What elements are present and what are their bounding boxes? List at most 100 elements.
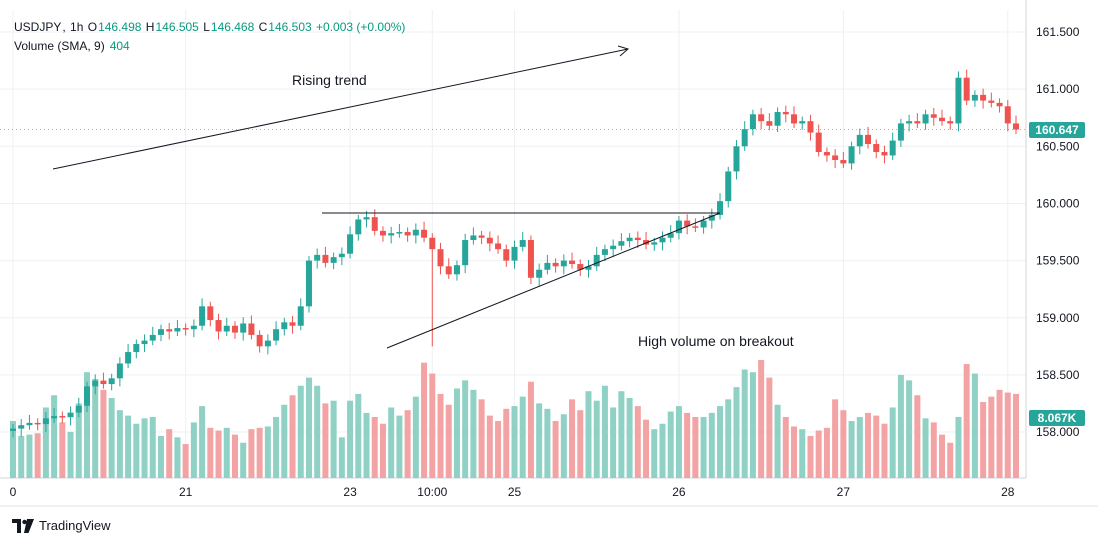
candle-body [873, 144, 880, 153]
volume-bar [749, 372, 756, 478]
candle-body [511, 246, 518, 261]
x-tick-label: 26 [672, 485, 686, 499]
candle-body [231, 325, 238, 333]
candle-body [930, 114, 937, 118]
volume-bar [59, 422, 66, 478]
volume-bar [396, 415, 403, 478]
candle-body [1013, 123, 1019, 130]
candle-body [782, 112, 789, 115]
volume-bar [799, 429, 806, 478]
candle-body [791, 114, 798, 124]
candle-body [897, 123, 904, 141]
candle-body [684, 220, 691, 227]
volume-bar [914, 395, 921, 478]
candle-body [840, 160, 847, 164]
candle-body [248, 323, 255, 335]
candle-body [83, 386, 90, 406]
volume-bar [823, 427, 830, 478]
volume-bar [412, 396, 419, 478]
candle-body [980, 94, 987, 101]
volume-bar [297, 385, 304, 478]
volume-bar [100, 389, 107, 478]
volume-bar [552, 421, 559, 478]
last-price-tag: 160.647 [1029, 122, 1085, 138]
interval[interactable]: 1h [70, 20, 84, 34]
candle-body [166, 329, 173, 332]
candle-body [774, 112, 781, 126]
volume-legend[interactable]: Volume (SMA, 9) 404 [14, 39, 131, 53]
x-tick-label: 27 [837, 485, 851, 499]
candle-body [141, 340, 148, 345]
volume-bar [371, 416, 378, 478]
candle-body [347, 234, 354, 254]
candle-body [26, 422, 33, 426]
volume-bar [511, 406, 518, 478]
candle-body [889, 140, 896, 156]
volume-bar [741, 369, 748, 478]
candle-body [659, 237, 666, 243]
volume-bar [92, 378, 99, 478]
candle-body [610, 245, 617, 250]
candle-body [988, 100, 995, 103]
candle-body [281, 322, 288, 330]
candle-body [363, 217, 370, 220]
volume-bar [971, 373, 978, 478]
candle-body [100, 380, 107, 385]
candle-body [388, 233, 395, 236]
volume-bar [544, 408, 551, 478]
candle-body [174, 328, 181, 332]
candle-body [955, 77, 962, 124]
candle-body [536, 269, 543, 278]
trend-arrow-line [52, 48, 629, 170]
volume-bar [963, 364, 970, 478]
y-tick-label: 161.000 [1036, 82, 1080, 96]
volume-bar [470, 389, 477, 478]
volume-bar [157, 435, 164, 478]
candle-body [116, 363, 123, 379]
candle-body [18, 425, 25, 429]
volume-bar [190, 422, 197, 478]
volume-bar [659, 423, 666, 478]
volume-bar [51, 395, 58, 478]
symbol-name[interactable]: USDJPY [14, 20, 62, 34]
volume-bar [503, 408, 510, 478]
candle-body [717, 201, 724, 215]
annotation-rising-trend[interactable]: Rising trend [292, 72, 367, 88]
candle-body [577, 264, 584, 270]
candle-body [758, 114, 765, 122]
candle-body [157, 329, 164, 335]
volume-bar [782, 416, 789, 478]
volume-bar [379, 423, 386, 478]
volume-bar [930, 422, 937, 478]
volume-bar [601, 385, 608, 478]
candle-body [379, 230, 386, 236]
volume-bar [766, 377, 773, 478]
triangle-support-line [386, 212, 721, 349]
volume-bar [634, 406, 641, 478]
candle-body [552, 262, 559, 267]
tradingview-label: TradingView [39, 518, 111, 533]
volume-bar [495, 421, 502, 478]
volume-bar [675, 406, 682, 478]
annotation-high-volume[interactable]: High volume on breakout [638, 333, 794, 349]
open-label: O [87, 20, 98, 34]
tradingview-branding[interactable]: TradingView [12, 518, 111, 533]
candle-body [92, 380, 99, 387]
volume-bar [980, 402, 987, 478]
volume-bar [922, 418, 929, 478]
volume-bar [536, 403, 543, 478]
x-tick-label: 0 [10, 485, 17, 499]
candle-body [264, 340, 271, 347]
candle-body [412, 229, 419, 236]
candle-body [749, 114, 756, 130]
volume-bar [18, 435, 25, 478]
volume-bar [815, 430, 822, 478]
volume-bar [281, 404, 288, 478]
candle-body [939, 117, 946, 122]
x-tick-label: 21 [179, 485, 193, 499]
candle-body [273, 329, 280, 341]
candle-body [67, 412, 74, 418]
volume-indicator-label: Volume (SMA, 9) [14, 39, 105, 53]
volume-bar [215, 430, 222, 478]
